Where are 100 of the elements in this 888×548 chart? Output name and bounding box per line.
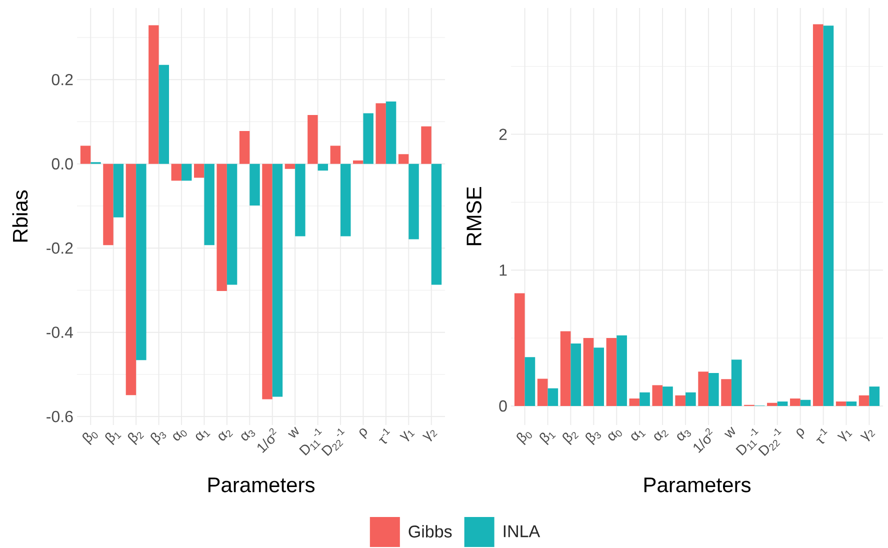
bar — [136, 164, 146, 360]
bar — [777, 401, 788, 406]
x-tick-label: α$_{3}$ — [677, 430, 691, 441]
x-tick-label: w — [288, 426, 299, 438]
bar — [846, 401, 857, 406]
bar — [675, 395, 686, 406]
bar — [629, 398, 640, 406]
y-tick-label: 1 — [500, 264, 507, 276]
x-tick-label: 1/σ$^{2}$ — [258, 428, 276, 454]
x-tick-label: α$_{1}$ — [631, 430, 646, 441]
bar — [708, 372, 719, 406]
bar — [353, 160, 364, 164]
bar — [330, 146, 341, 164]
bar — [836, 401, 846, 406]
bar — [421, 126, 432, 164]
bar — [386, 102, 396, 164]
bar — [295, 164, 306, 236]
x-tick-label: D$_{22}$-1 — [321, 428, 345, 456]
bar — [767, 402, 778, 406]
bar — [606, 338, 617, 406]
x-tick-label: γ$_{1}$ — [837, 430, 852, 442]
bar — [800, 400, 811, 406]
bar — [363, 113, 374, 164]
bar — [103, 164, 114, 246]
bar — [182, 164, 192, 181]
bar — [284, 164, 296, 169]
bar — [640, 392, 650, 406]
bar — [570, 343, 582, 406]
bar — [318, 164, 328, 171]
bar — [823, 26, 834, 406]
x-tick-label: β$_{3}$ — [586, 432, 601, 446]
x-tick-label: 1/σ$^{2}$ — [694, 428, 713, 454]
x-tick-label: α$_{3}$ — [241, 430, 256, 441]
x-tick-label: D$_{11}$-1 — [299, 428, 322, 456]
bar — [662, 386, 673, 406]
bar — [194, 164, 204, 178]
x-tick-label: α$_{2}$ — [218, 430, 234, 441]
bar — [686, 392, 696, 406]
y-axis-title: RMSE — [466, 187, 482, 246]
bar — [812, 24, 824, 406]
y-tick-label: 0.2 — [52, 74, 73, 86]
x-tick-label: D$_{22}$-1 — [758, 428, 782, 456]
x-tick-label: β$_{3}$ — [150, 432, 166, 446]
bar — [376, 103, 386, 164]
bar — [583, 338, 594, 406]
bar — [594, 348, 604, 406]
y-tick-label: -0.6 — [46, 410, 73, 422]
bar — [262, 164, 272, 400]
y-axis-title: Rbias — [12, 190, 28, 242]
x-axis-title: Parameters — [644, 478, 750, 492]
y-tick-label: 2 — [499, 128, 507, 140]
y-tick-label: 0 — [499, 400, 507, 412]
bar — [250, 164, 260, 206]
x-tick-label: β$_{0}$ — [82, 432, 98, 446]
bar — [398, 154, 409, 164]
x-axis-title: Parameters — [208, 478, 315, 492]
x-tick-label: α$_{2}$ — [654, 430, 669, 441]
bar — [514, 293, 525, 406]
bar — [652, 385, 663, 406]
x-tick-label: ρ — [796, 428, 804, 440]
bar — [80, 146, 91, 164]
x-tick-label: D$_{11}$-1 — [736, 428, 758, 456]
bar — [616, 335, 627, 406]
x-tick-label: β$_{0}$ — [516, 432, 532, 446]
bar — [171, 164, 182, 181]
bar — [869, 386, 880, 406]
bar — [560, 331, 571, 406]
bar — [239, 130, 250, 164]
x-tick-label: α$_{1}$ — [196, 430, 210, 441]
x-tick-label: γ$_{2}$ — [860, 430, 876, 442]
bar — [790, 398, 800, 406]
x-tick-label: β$_{1}$ — [540, 432, 556, 446]
y-tick-label: -0.4 — [46, 326, 73, 338]
bar — [524, 357, 536, 406]
x-tick-label: ρ — [359, 428, 367, 440]
bar — [158, 64, 170, 164]
legend-label: INLA — [504, 525, 540, 538]
bar — [226, 164, 238, 285]
bar — [216, 164, 227, 292]
bar — [698, 372, 708, 406]
bar — [204, 164, 214, 246]
x-tick-label: α$_{0}$ — [173, 430, 187, 441]
y-tick-label: -0.2 — [46, 242, 73, 254]
x-tick-label: γ$_{1}$ — [400, 430, 415, 442]
bar — [721, 379, 732, 406]
bar — [408, 164, 419, 240]
y-tick-label: 0.0 — [52, 158, 73, 170]
x-tick-label: τ$^{-1}$ — [816, 428, 828, 444]
bar — [113, 164, 124, 218]
bar — [148, 25, 159, 164]
bar — [308, 114, 318, 164]
bar — [731, 360, 742, 406]
x-tick-label: γ$_{2}$ — [422, 430, 438, 442]
x-tick-label: α$_{0}$ — [608, 430, 622, 441]
x-tick-label: β$_{1}$ — [105, 432, 122, 446]
bar — [126, 164, 136, 396]
bar — [537, 378, 548, 406]
bar — [340, 164, 351, 236]
legend-label: Gibbs — [408, 525, 452, 538]
bar — [858, 395, 870, 406]
